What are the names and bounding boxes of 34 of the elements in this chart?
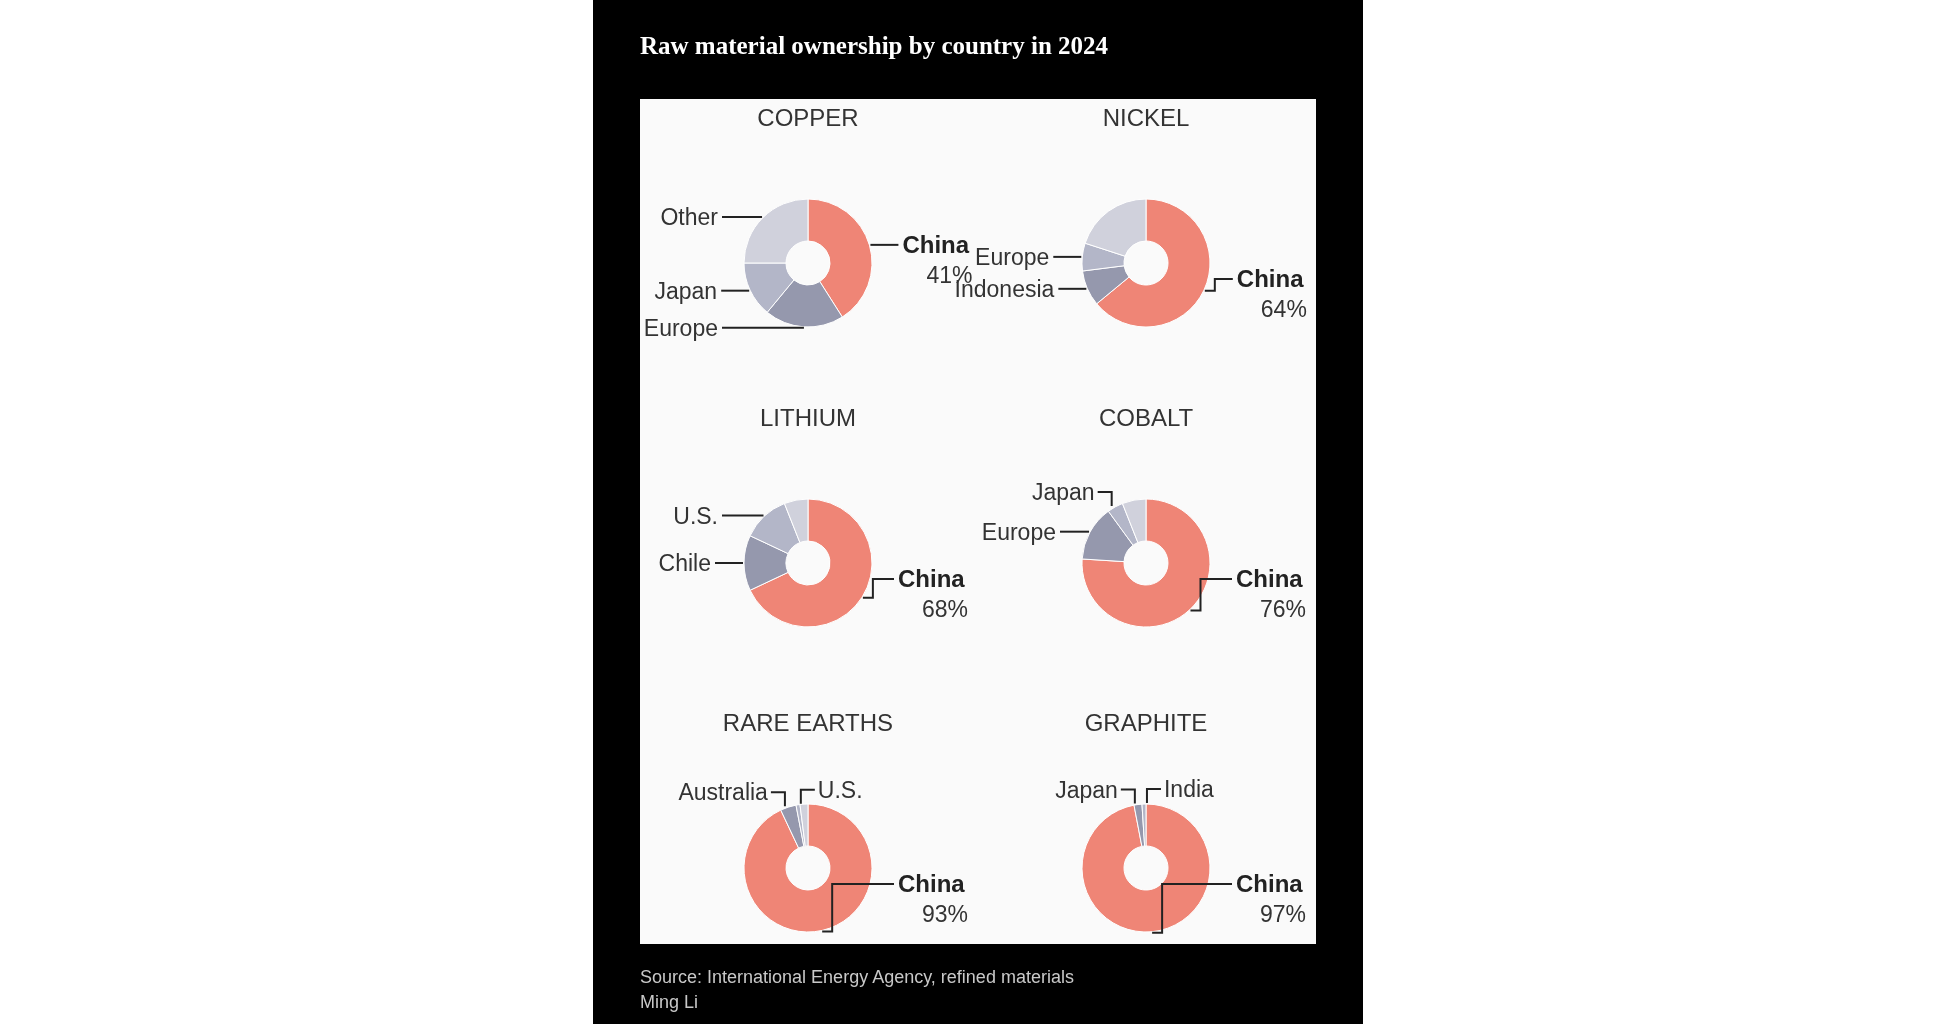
data-label: 97% [1260,901,1307,928]
slice-label: China [898,565,966,593]
chart-title: COBALT [1098,404,1194,431]
text: Raw material ownership by country in 2024 [640,32,1109,59]
donut-slice [1081,803,1211,933]
slice-label: China [902,231,970,259]
source-note: Source: International Energy Agency, refined materials [640,967,1074,987]
slice-label: Japan [1055,776,1118,803]
chart-title: RARE EARTHS [722,709,894,736]
slice-label: Australia [678,779,769,806]
slice-label: Japan [654,277,718,304]
slice-label: U.S. [817,776,863,803]
slice-label: China [1236,265,1305,293]
chart-title: GRAPHITE [1084,709,1208,736]
slice-label: Europe [975,243,1050,270]
data-label: 76% [1260,596,1307,623]
chart-title: LITHIUM [760,404,856,431]
slice-label: Europe [981,518,1056,545]
slice-label: China [1236,870,1304,898]
chart-title: COPPER [757,104,859,131]
data-label: 68% [922,596,969,623]
slice-label: India [1163,776,1215,803]
slice-label: Europe [643,314,718,341]
donut-slice [743,803,873,933]
slice-label: Chile [658,550,711,577]
slice-label: China [1236,565,1304,593]
data-label: 93% [922,901,969,928]
slice-label: Other [660,204,719,231]
slice-label: China [898,870,966,898]
text: Ming Li [640,992,699,1012]
slice-label: U.S. [673,502,718,529]
chart-title: NICKEL [1102,104,1190,131]
data-label: 64% [1260,296,1307,323]
slice-label: Japan [1032,479,1095,506]
